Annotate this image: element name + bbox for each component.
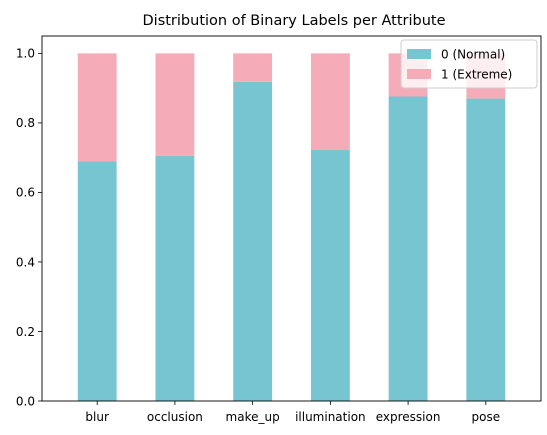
bar-illumination-series-0 — [310, 150, 350, 401]
bar-blur-series-1 — [77, 53, 117, 162]
bar-pose-series-0 — [466, 98, 506, 402]
x-axis: blur occlusion make_up illumination expressi… — [85, 401, 500, 424]
y-tick-label: 0.8 — [16, 116, 35, 130]
bar-make_up-series-1 — [233, 53, 273, 82]
y-tick-label: 0.4 — [16, 255, 35, 269]
legend-label: 0 (Normal) — [441, 48, 505, 62]
x-tick-label: make_up — [226, 410, 280, 424]
y-axis: 0.0 0.2 0.4 0.6 0.8 1.0 — [16, 47, 42, 408]
x-tick-label: occlusion — [147, 410, 203, 424]
y-tick-label: 1.0 — [16, 47, 35, 61]
bars-layer — [77, 53, 506, 402]
chart-title: Distribution of Binary Labels per Attrib… — [143, 13, 446, 29]
bar-illumination-series-1 — [310, 53, 350, 151]
bar-expression-series-0 — [388, 96, 428, 401]
legend-label: 1 (Extreme) — [441, 68, 512, 82]
bar-occlusion-series-0 — [155, 155, 195, 401]
y-tick-label: 0.6 — [16, 186, 35, 200]
legend-swatch — [407, 69, 431, 79]
bar-make_up-series-0 — [233, 81, 273, 401]
x-tick-label: pose — [472, 410, 501, 424]
y-tick-label: 0.0 — [16, 394, 35, 408]
bar-blur-series-0 — [77, 161, 117, 401]
bar-occlusion-series-1 — [155, 53, 195, 156]
legend: 0 (Normal) 1 (Extreme) — [400, 39, 538, 89]
plot-frame — [41, 35, 542, 402]
y-tick-label: 0.2 — [16, 325, 35, 339]
x-tick-label: illumination — [295, 410, 366, 424]
legend-box — [400, 39, 538, 89]
x-tick-label: expression — [376, 410, 441, 424]
x-tick-label: blur — [85, 410, 109, 424]
legend-swatch — [407, 49, 431, 59]
